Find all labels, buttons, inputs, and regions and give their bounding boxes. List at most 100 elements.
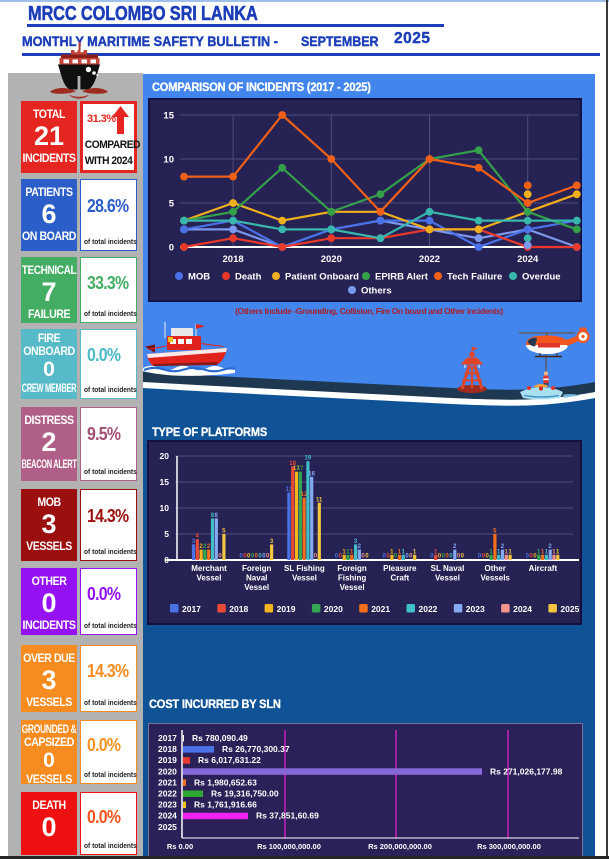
svg-text:MOB: MOB (188, 272, 210, 283)
svg-text:Vessels: Vessels (481, 574, 511, 583)
svg-text:2024: 2024 (513, 604, 532, 614)
svg-text:2021: 2021 (371, 604, 390, 614)
svg-text:Naval: Naval (246, 574, 267, 583)
svg-text:Pleasure: Pleasure (383, 564, 417, 573)
svg-text:0: 0 (243, 554, 247, 560)
svg-text:Others: Others (361, 286, 392, 297)
svg-text:16: 16 (308, 471, 315, 477)
svg-text:1: 1 (390, 549, 394, 555)
svg-text:2021: 2021 (158, 777, 177, 787)
svg-text:Foreign: Foreign (337, 564, 366, 573)
svg-text:Rs 300,000,000.00: Rs 300,000,000.00 (477, 842, 541, 851)
svg-text:5: 5 (164, 529, 169, 539)
svg-text:3: 3 (192, 539, 196, 545)
svg-text:1: 1 (541, 549, 545, 555)
svg-text:5: 5 (493, 529, 497, 535)
svg-text:2024: 2024 (158, 811, 177, 821)
svg-text:2022: 2022 (419, 254, 440, 265)
svg-text:Vessel: Vessel (435, 574, 460, 583)
svg-text:0: 0 (258, 554, 262, 560)
svg-text:0: 0 (365, 554, 369, 560)
svg-text:Merchant: Merchant (191, 564, 227, 573)
svg-text:0: 0 (383, 554, 387, 560)
svg-text:1: 1 (398, 549, 402, 555)
svg-text:2020: 2020 (324, 604, 343, 614)
svg-text:0: 0 (449, 554, 453, 560)
svg-text:1: 1 (537, 549, 541, 555)
svg-text:2: 2 (358, 544, 362, 550)
svg-text:1: 1 (346, 549, 350, 555)
svg-text:17: 17 (293, 466, 300, 472)
svg-text:0: 0 (314, 554, 318, 560)
svg-text:1: 1 (342, 549, 346, 555)
svg-text:Tech Failure: Tech Failure (447, 272, 502, 283)
svg-text:0: 0 (169, 243, 174, 254)
svg-text:1: 1 (489, 549, 493, 555)
svg-text:12: 12 (301, 492, 308, 498)
svg-text:2025: 2025 (560, 604, 579, 614)
svg-text:Rs 271,026,177.98: Rs 271,026,177.98 (490, 766, 563, 776)
svg-text:2018: 2018 (229, 604, 248, 614)
svg-text:0: 0 (262, 554, 266, 560)
svg-text:15: 15 (163, 111, 174, 122)
svg-text:13: 13 (285, 487, 292, 493)
svg-text:0: 0 (405, 554, 409, 560)
svg-text:1: 1 (508, 549, 512, 555)
svg-text:1: 1 (545, 549, 549, 555)
svg-text:0: 0 (394, 554, 398, 560)
svg-text:0: 0 (533, 554, 537, 560)
svg-text:2017: 2017 (182, 604, 201, 614)
svg-text:5: 5 (169, 199, 175, 210)
svg-text:0: 0 (218, 554, 222, 560)
svg-text:2: 2 (453, 544, 457, 550)
svg-text:0: 0 (461, 554, 465, 560)
svg-text:2023: 2023 (466, 604, 485, 614)
svg-text:0: 0 (251, 554, 255, 560)
svg-text:0: 0 (430, 554, 434, 560)
svg-text:1: 1 (497, 549, 501, 555)
svg-text:Vessel: Vessel (244, 583, 269, 592)
svg-text:2017: 2017 (158, 733, 177, 743)
svg-text:4: 4 (196, 534, 200, 540)
svg-text:1: 1 (350, 549, 354, 555)
svg-text:2: 2 (203, 544, 207, 550)
svg-text:Vessel: Vessel (197, 574, 222, 583)
svg-text:0: 0 (529, 554, 533, 560)
svg-text:1: 1 (402, 549, 406, 555)
svg-text:2025: 2025 (158, 822, 177, 832)
svg-text:Vessel: Vessel (292, 574, 317, 583)
svg-text:3: 3 (354, 539, 358, 545)
svg-text:2020: 2020 (321, 254, 342, 265)
svg-text:2022: 2022 (419, 604, 438, 614)
svg-text:0: 0 (335, 554, 339, 560)
svg-text:8: 8 (215, 513, 219, 519)
svg-text:Rs 100,000,000.00: Rs 100,000,000.00 (257, 842, 321, 851)
svg-text:0: 0 (247, 554, 251, 560)
svg-text:10: 10 (160, 503, 170, 513)
svg-text:Other: Other (485, 564, 506, 573)
svg-text:Rs 19,316,750.00: Rs 19,316,750.00 (211, 789, 279, 799)
svg-text:Rs 780,090.49: Rs 780,090.49 (192, 733, 248, 743)
svg-text:2018: 2018 (158, 744, 177, 754)
svg-text:0: 0 (255, 554, 259, 560)
svg-text:Patient Onboard: Patient Onboard (285, 272, 359, 283)
svg-text:2024: 2024 (517, 254, 539, 265)
svg-text:3: 3 (270, 539, 274, 545)
svg-text:0: 0 (409, 554, 413, 560)
svg-text:Fishing: Fishing (338, 574, 367, 583)
svg-text:2022: 2022 (158, 789, 177, 799)
svg-text:1: 1 (413, 549, 417, 555)
svg-text:Rs 1,980,652.63: Rs 1,980,652.63 (194, 777, 257, 787)
svg-text:17: 17 (297, 466, 304, 472)
svg-text:0: 0 (526, 554, 530, 560)
svg-text:2: 2 (548, 544, 552, 550)
svg-text:2: 2 (501, 544, 505, 550)
svg-text:0: 0 (386, 554, 390, 560)
svg-text:Rs 1,761,916.66: Rs 1,761,916.66 (194, 800, 257, 810)
svg-text:0: 0 (339, 554, 343, 560)
svg-text:20: 20 (160, 451, 170, 461)
svg-text:0: 0 (478, 554, 482, 560)
svg-text:EPIRB Alert: EPIRB Alert (375, 272, 429, 283)
svg-text:2023: 2023 (158, 800, 177, 810)
svg-text:Rs 200,000,000.00: Rs 200,000,000.00 (368, 842, 432, 851)
